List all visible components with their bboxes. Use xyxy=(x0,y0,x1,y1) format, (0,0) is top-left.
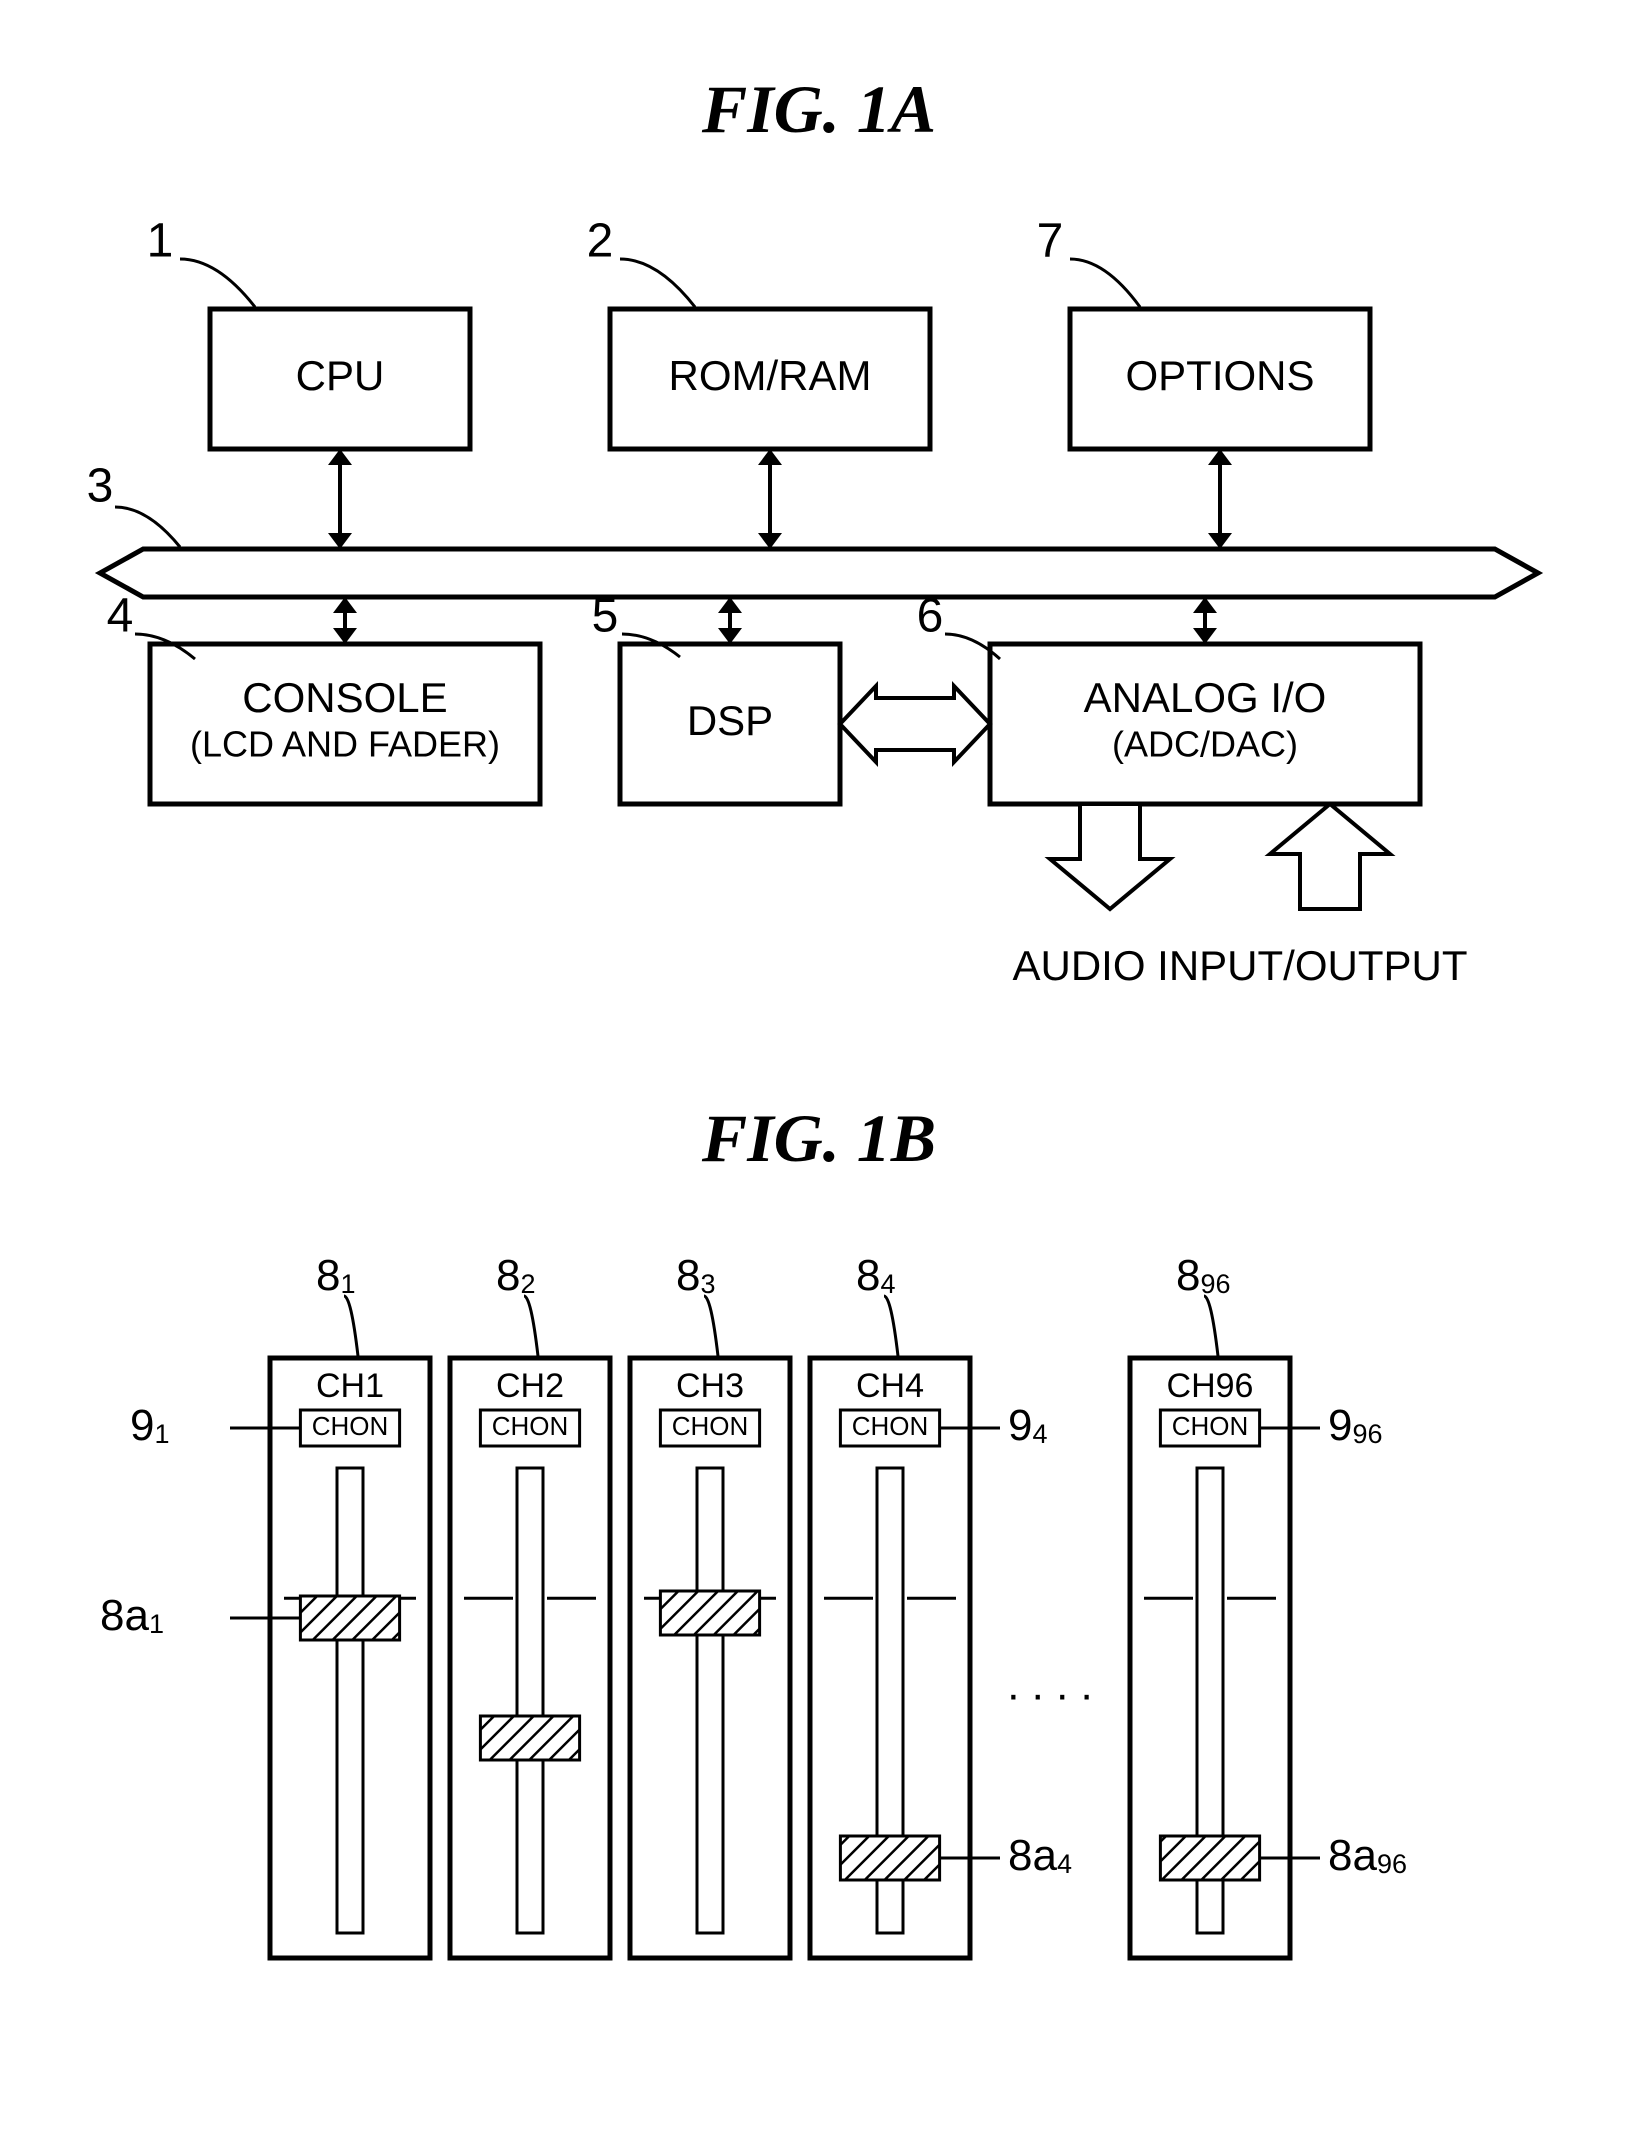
fig-1a-title: FIG. 1A xyxy=(40,70,1598,149)
svg-text:896: 896 xyxy=(1176,1251,1231,1300)
fader-track[interactable] xyxy=(337,1468,363,1933)
svg-text:DSP: DSP xyxy=(687,697,773,744)
fader-knob[interactable] xyxy=(840,1836,939,1880)
svg-text:CHON: CHON xyxy=(492,1411,569,1441)
svg-text:1: 1 xyxy=(147,215,174,268)
svg-text:4: 4 xyxy=(107,590,134,643)
svg-text:CH4: CH4 xyxy=(856,1367,924,1405)
svg-text:OPTIONS: OPTIONS xyxy=(1125,352,1314,399)
svg-text:CHON: CHON xyxy=(852,1411,929,1441)
svg-text:6: 6 xyxy=(917,590,944,643)
svg-text:CHON: CHON xyxy=(672,1411,749,1441)
svg-text:84: 84 xyxy=(856,1251,896,1300)
fader-knob[interactable] xyxy=(1160,1836,1259,1880)
svg-text:8a4: 8a4 xyxy=(1008,1831,1072,1880)
svg-text:2: 2 xyxy=(587,215,614,268)
svg-text:CH1: CH1 xyxy=(316,1367,384,1405)
svg-text:ROM/RAM: ROM/RAM xyxy=(669,352,872,399)
svg-text:82: 82 xyxy=(496,1251,536,1300)
svg-text:CH96: CH96 xyxy=(1167,1367,1254,1405)
fader-track[interactable] xyxy=(697,1468,723,1933)
svg-text:. . . .: . . . . xyxy=(1007,1661,1093,1710)
fader-knob[interactable] xyxy=(480,1716,579,1760)
svg-text:94: 94 xyxy=(1008,1401,1048,1450)
svg-text:3: 3 xyxy=(87,460,114,513)
svg-text:8a96: 8a96 xyxy=(1328,1831,1407,1880)
fig-1a-diagram: CPU ROM/RAM OPTIONS CONSOLE(LCD AND FADER) D… xyxy=(40,189,1598,1009)
svg-text:ANALOG I/O: ANALOG I/O xyxy=(1084,674,1327,721)
svg-text:CH2: CH2 xyxy=(496,1367,564,1405)
svg-text:83: 83 xyxy=(676,1251,716,1300)
fig-1b-title: FIG. 1B xyxy=(40,1099,1598,1178)
svg-text:CPU: CPU xyxy=(296,352,385,399)
svg-text:996: 996 xyxy=(1328,1401,1383,1450)
svg-text:8a1: 8a1 xyxy=(100,1591,164,1640)
svg-text:AUDIO INPUT/OUTPUT: AUDIO INPUT/OUTPUT xyxy=(1012,942,1467,989)
svg-text:5: 5 xyxy=(592,590,619,643)
svg-text:CH3: CH3 xyxy=(676,1367,744,1405)
svg-text:CONSOLE: CONSOLE xyxy=(242,674,447,721)
svg-text:81: 81 xyxy=(316,1251,356,1300)
svg-text:CHON: CHON xyxy=(312,1411,389,1441)
svg-text:91: 91 xyxy=(130,1401,170,1450)
fader-knob[interactable] xyxy=(660,1591,759,1635)
fader-track[interactable] xyxy=(517,1468,543,1933)
svg-text:CHON: CHON xyxy=(1172,1411,1249,1441)
fig-1b-diagram: CH1 CHON 81 CH2 CHON 82 CH3 CHON 83 CH4 CHON 84 94 8a… xyxy=(40,1218,1598,2048)
svg-text:7: 7 xyxy=(1037,215,1064,268)
fader-knob[interactable] xyxy=(300,1596,399,1640)
svg-text:(LCD AND FADER): (LCD AND FADER) xyxy=(190,724,500,765)
svg-text:(ADC/DAC): (ADC/DAC) xyxy=(1112,724,1298,765)
